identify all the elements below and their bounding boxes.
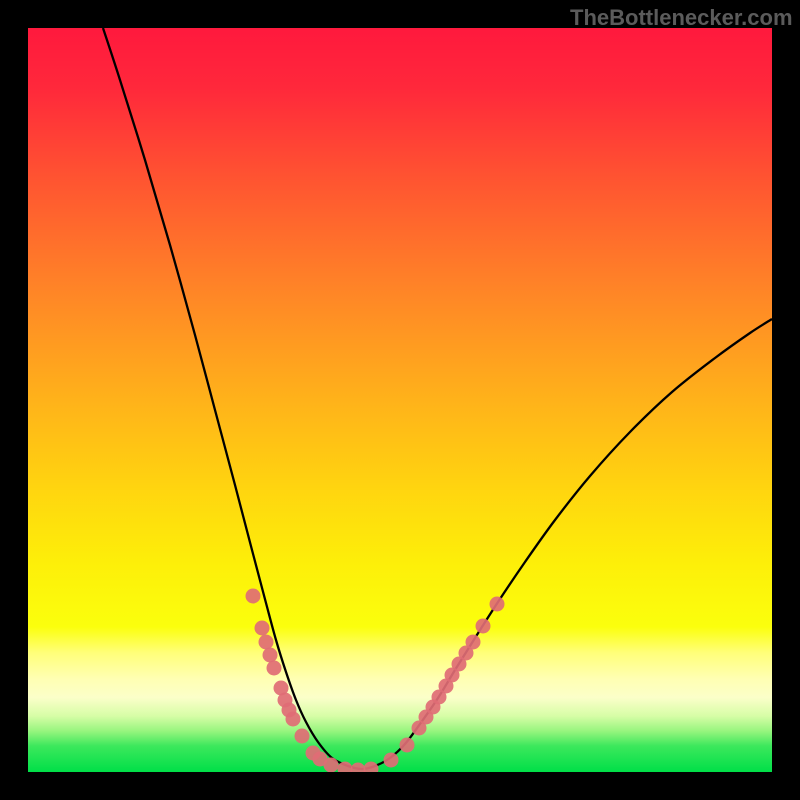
- data-marker: [384, 753, 399, 768]
- data-marker: [400, 738, 415, 753]
- bottleneck-chart: [0, 0, 800, 800]
- data-marker: [476, 619, 491, 634]
- data-marker: [255, 621, 270, 636]
- data-marker: [267, 661, 282, 676]
- data-marker: [259, 635, 274, 650]
- data-marker: [324, 758, 339, 773]
- watermark-label: TheBottlenecker.com: [570, 5, 793, 31]
- data-marker: [246, 589, 261, 604]
- data-marker: [364, 762, 379, 777]
- data-marker: [338, 762, 353, 777]
- data-marker: [263, 648, 278, 663]
- data-marker: [295, 729, 310, 744]
- data-marker: [351, 763, 366, 778]
- data-marker: [286, 712, 301, 727]
- data-marker: [490, 597, 505, 612]
- data-marker: [466, 635, 481, 650]
